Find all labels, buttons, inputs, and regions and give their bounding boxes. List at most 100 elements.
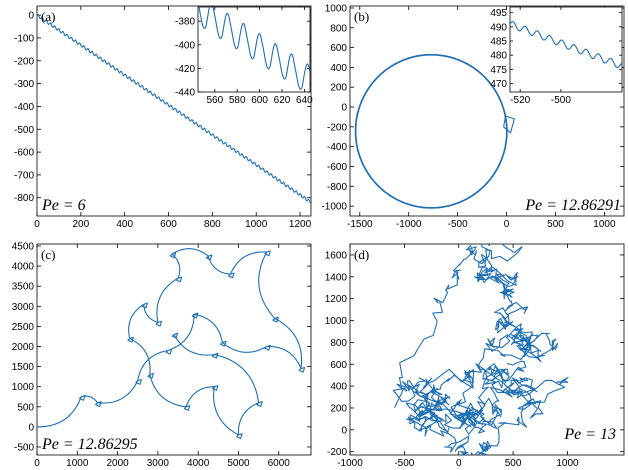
panel-c-ytick-label: 4000: [12, 262, 35, 273]
panel-c-xtick-label: 6000: [268, 458, 291, 469]
panel-a-inset-trajectory: [198, 7, 310, 90]
panel-a-ytick-label: -300: [14, 79, 34, 90]
panel-b-ytick-label: -1000: [321, 202, 347, 213]
panel-c-ytick-label: 3000: [12, 302, 35, 313]
panel-a-inset-xtick-label: 560: [206, 95, 223, 106]
panel-b-inset-frame: [509, 6, 623, 93]
panel-c: 0 1000 2000 3000 4000 5000 6000450040003500300…: [12, 242, 312, 469]
panel-a-label: (a): [41, 9, 55, 24]
panel-a-ytick-label: 0: [28, 11, 34, 22]
panel-b-ytick-label: -600: [327, 162, 347, 173]
panel-d-ytick-label: 600: [330, 360, 347, 371]
panel-a-inset-ytick-label: -440: [175, 88, 195, 99]
panel-c-xtick-label: 3000: [147, 458, 170, 469]
panel-c-ytick-label: 1500: [12, 362, 35, 373]
panel-d-ytick-label: 400: [330, 382, 347, 393]
panel-a-xtick-label: 200: [72, 219, 89, 230]
panel-a-xtick-label: 1000: [245, 219, 268, 230]
panel-b-ytick-label: 600: [330, 43, 347, 54]
panel-b-ytick-label: 200: [330, 83, 347, 94]
panel-d-trajectory: [392, 244, 569, 455]
panel-a-inset-xtick-label: 600: [251, 95, 268, 106]
panel-a-ytick-label: -800: [14, 193, 34, 204]
panel-a-xtick-label: 600: [160, 219, 177, 230]
panel-b-ytick-label: -200: [327, 122, 347, 133]
panel-c-xtick-label: 4000: [187, 458, 210, 469]
panel-d-ytick-label: 800: [330, 338, 347, 349]
panel-a-inset-xtick-label: 620: [274, 95, 291, 106]
panel-a-xtick-label: 400: [116, 219, 133, 230]
panel-c-ytick-label: 3500: [12, 282, 35, 293]
panels: 0 200 400 600 800 1000 1200 0 -100 -200 -300 -400 -5…: [12, 3, 625, 469]
panel-b-xtick-label: 500: [547, 219, 564, 230]
panel-b-orbit: [355, 54, 508, 209]
panel-a-ytick-label: -600: [14, 148, 34, 159]
panel-d: -1000 -500 0 500 1000 1600 1400 1200 1000 800 600 4…: [325, 243, 625, 469]
panel-b-xtick-label: 0: [504, 219, 510, 230]
panel-a-ytick-label: -500: [14, 125, 34, 136]
panel-a-inset-xtick-label: 580: [229, 95, 246, 106]
panel-b-inset-ytick-label: 495: [490, 8, 507, 19]
panel-c-ytick-label: -500: [14, 442, 34, 453]
panel-c-xtick-label: 0: [34, 458, 40, 469]
panel-b-xtick-label: -1000: [396, 219, 422, 230]
panel-d-ytick-label: 1000: [325, 316, 348, 327]
panel-b-inset-xtick-label: -520: [510, 95, 530, 106]
panel-c-trajectory: [37, 248, 306, 440]
panel-b-pe-annotation: Pe = 12.86291: [524, 197, 621, 214]
panel-b-inset-xtick-label: -500: [551, 95, 571, 106]
panel-b-inset-ytick-label: 490: [490, 22, 507, 33]
panel-a-inset-ytick-label: -380: [175, 17, 195, 28]
panel-a-trajectory: [37, 13, 311, 205]
panel-a-xtick-label: 1200: [289, 219, 312, 230]
panel-c-xtick-label: 1000: [66, 458, 89, 469]
panel-c-pe-annotation: Pe = 12.86295: [41, 436, 138, 453]
panel-a-ytick-label: -100: [14, 33, 34, 44]
panel-b-ytick-label: 800: [330, 23, 347, 34]
panel-b-ytick-label: -400: [327, 142, 347, 153]
panel-c-ytick-label: 500: [17, 402, 34, 413]
panel-d-xtick-label: -500: [394, 458, 414, 469]
panel-d-ytick-label: -200: [327, 447, 347, 458]
panel-b-xtick-label: -1500: [347, 219, 373, 230]
panel-b-ytick-label: 400: [330, 63, 347, 74]
panel-d-ytick-label: 1400: [325, 272, 348, 283]
panel-a-ytick-label: -200: [14, 56, 34, 67]
panel-c-ytick-label: 1000: [12, 382, 35, 393]
panel-d-ytick-label: 200: [330, 403, 347, 414]
panel-d-ytick-label: 0: [341, 425, 347, 436]
panel-a-inset-ytick-label: -420: [175, 64, 195, 75]
panel-b-ytick-label: 1000: [325, 3, 348, 14]
panel-a-pe-annotation: Pe = 6: [41, 197, 86, 214]
panel-b-label: (b): [354, 9, 369, 24]
panel-d-label: (d): [354, 247, 369, 262]
panel-b-orbit: [354, 53, 508, 209]
panel-d-pe-annotation: Pe = 13: [563, 426, 616, 443]
panel-b-inset-ytick-label: 470: [490, 79, 507, 90]
panel-c-label: (c): [41, 247, 55, 262]
panel-a: 0 200 400 600 800 1000 1200 0 -100 -200 -300 -400 -5…: [14, 5, 313, 230]
panel-c-ytick-label: 2000: [12, 342, 35, 353]
panel-a-inset-frame: [197, 6, 311, 93]
panel-c-ytick-label: 2500: [12, 322, 35, 333]
panel-b-inset-trajectory: [510, 21, 622, 69]
panel-c-ytick-label: 0: [28, 422, 34, 433]
panel-b: -1500 -1000 -500 0 500 100010008006004002000-…: [321, 3, 625, 230]
panel-b-ytick-label: 0: [341, 103, 347, 114]
panel-a-ytick-label: -700: [14, 170, 34, 181]
panel-a-inset-xtick-label: 640: [296, 95, 313, 106]
panel-d-xtick-label: 1000: [556, 458, 579, 469]
panel-c-ytick-label: 4500: [12, 242, 35, 253]
panel-b-xtick-label: 1000: [593, 219, 616, 230]
panel-b-inset-ytick-label: 475: [490, 65, 507, 76]
panel-c-xtick-label: 2000: [106, 458, 129, 469]
panel-b-loop: [503, 115, 515, 134]
panel-a-inset-ytick-label: -400: [175, 40, 195, 51]
panel-d-xtick-label: -1000: [337, 458, 363, 469]
panel-d-ytick-label: 1200: [325, 294, 348, 305]
panel-d-xtick-label: 500: [505, 458, 522, 469]
panel-d-ytick-label: 1600: [325, 250, 348, 261]
panel-b-xtick-label: -500: [448, 219, 468, 230]
panel-a-xtick-label: 800: [204, 219, 221, 230]
